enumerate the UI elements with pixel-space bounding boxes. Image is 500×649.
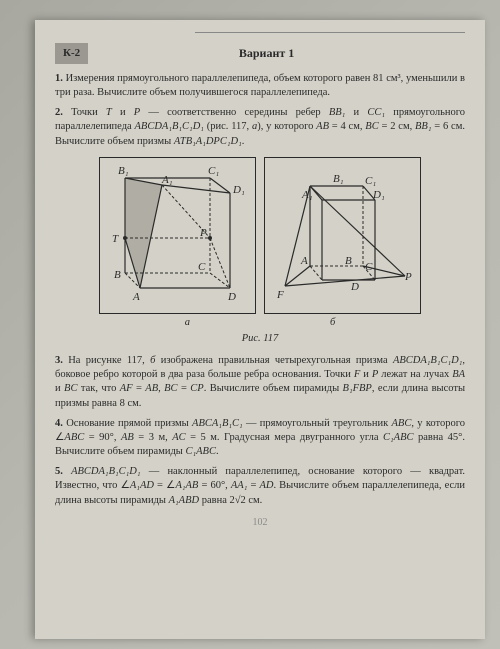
lbl-Fb: F <box>276 289 284 301</box>
lbl-A1: A₁ <box>161 174 173 186</box>
lbl-Cb: C <box>365 261 373 273</box>
lbl-Pb: P <box>404 271 412 283</box>
lbl-B: B <box>114 269 121 281</box>
task-1-text: Измерения прямоугольного параллелепипеда… <box>55 73 465 98</box>
figure-caption: Рис. 117 <box>55 332 465 346</box>
task-2-num: 2. <box>55 107 63 118</box>
lbl-A1b: A₁ <box>301 189 313 201</box>
lbl-B1: B₁ <box>118 165 129 177</box>
lbl-C1b: C₁ <box>365 175 376 187</box>
task-5-num: 5. <box>55 466 63 477</box>
lbl-P: P <box>199 227 207 239</box>
lbl-D1: D₁ <box>232 184 245 196</box>
task-3-num: 3. <box>55 355 63 366</box>
lbl-B1b: B₁ <box>333 173 344 185</box>
task-5: 5. ABCDA₁B₁C₁D₁ — наклонный параллелепип… <box>55 465 465 508</box>
lbl-C1: C₁ <box>208 165 219 177</box>
lbl-D: D <box>227 291 236 303</box>
figure-sublabels: а б <box>55 316 465 330</box>
task-2: 2. Точки T и P — соответственно середины… <box>55 106 465 149</box>
lbl-T: T <box>112 233 119 245</box>
figure-b: B₁ C₁ A₁ D₁ A B C D F P <box>264 157 421 314</box>
top-rule <box>195 32 465 33</box>
task-4: 4. Основание прямой призмы ABCA₁B₁C₁ — п… <box>55 417 465 460</box>
task-4-num: 4. <box>55 418 63 429</box>
page-content: К-2 Вариант 1 1. Измерения прямоугольног… <box>35 20 485 639</box>
fig-a-label: а <box>185 316 190 330</box>
fig-b-label: б <box>330 316 335 330</box>
task-1: 1. Измерения прямоугольного параллелепип… <box>55 72 465 100</box>
lbl-Ab: A <box>300 255 308 267</box>
header: К-2 Вариант 1 <box>55 43 465 64</box>
lbl-Bb: B <box>345 255 352 267</box>
lbl-C: C <box>198 261 206 273</box>
lbl-Db: D <box>350 281 359 293</box>
figure-a: B₁ C₁ A₁ D₁ T P B C A D <box>99 157 256 314</box>
lbl-D1b: D₁ <box>372 189 385 201</box>
task-3: 3. На рисунке 117, б изображена правильн… <box>55 354 465 411</box>
page-number: 102 <box>55 516 465 530</box>
figures-row: B₁ C₁ A₁ D₁ T P B C A D <box>55 157 465 314</box>
lbl-A: A <box>132 291 140 303</box>
task-1-num: 1. <box>55 73 63 84</box>
section-badge: К-2 <box>55 43 88 64</box>
variant-title: Вариант 1 <box>148 45 385 61</box>
